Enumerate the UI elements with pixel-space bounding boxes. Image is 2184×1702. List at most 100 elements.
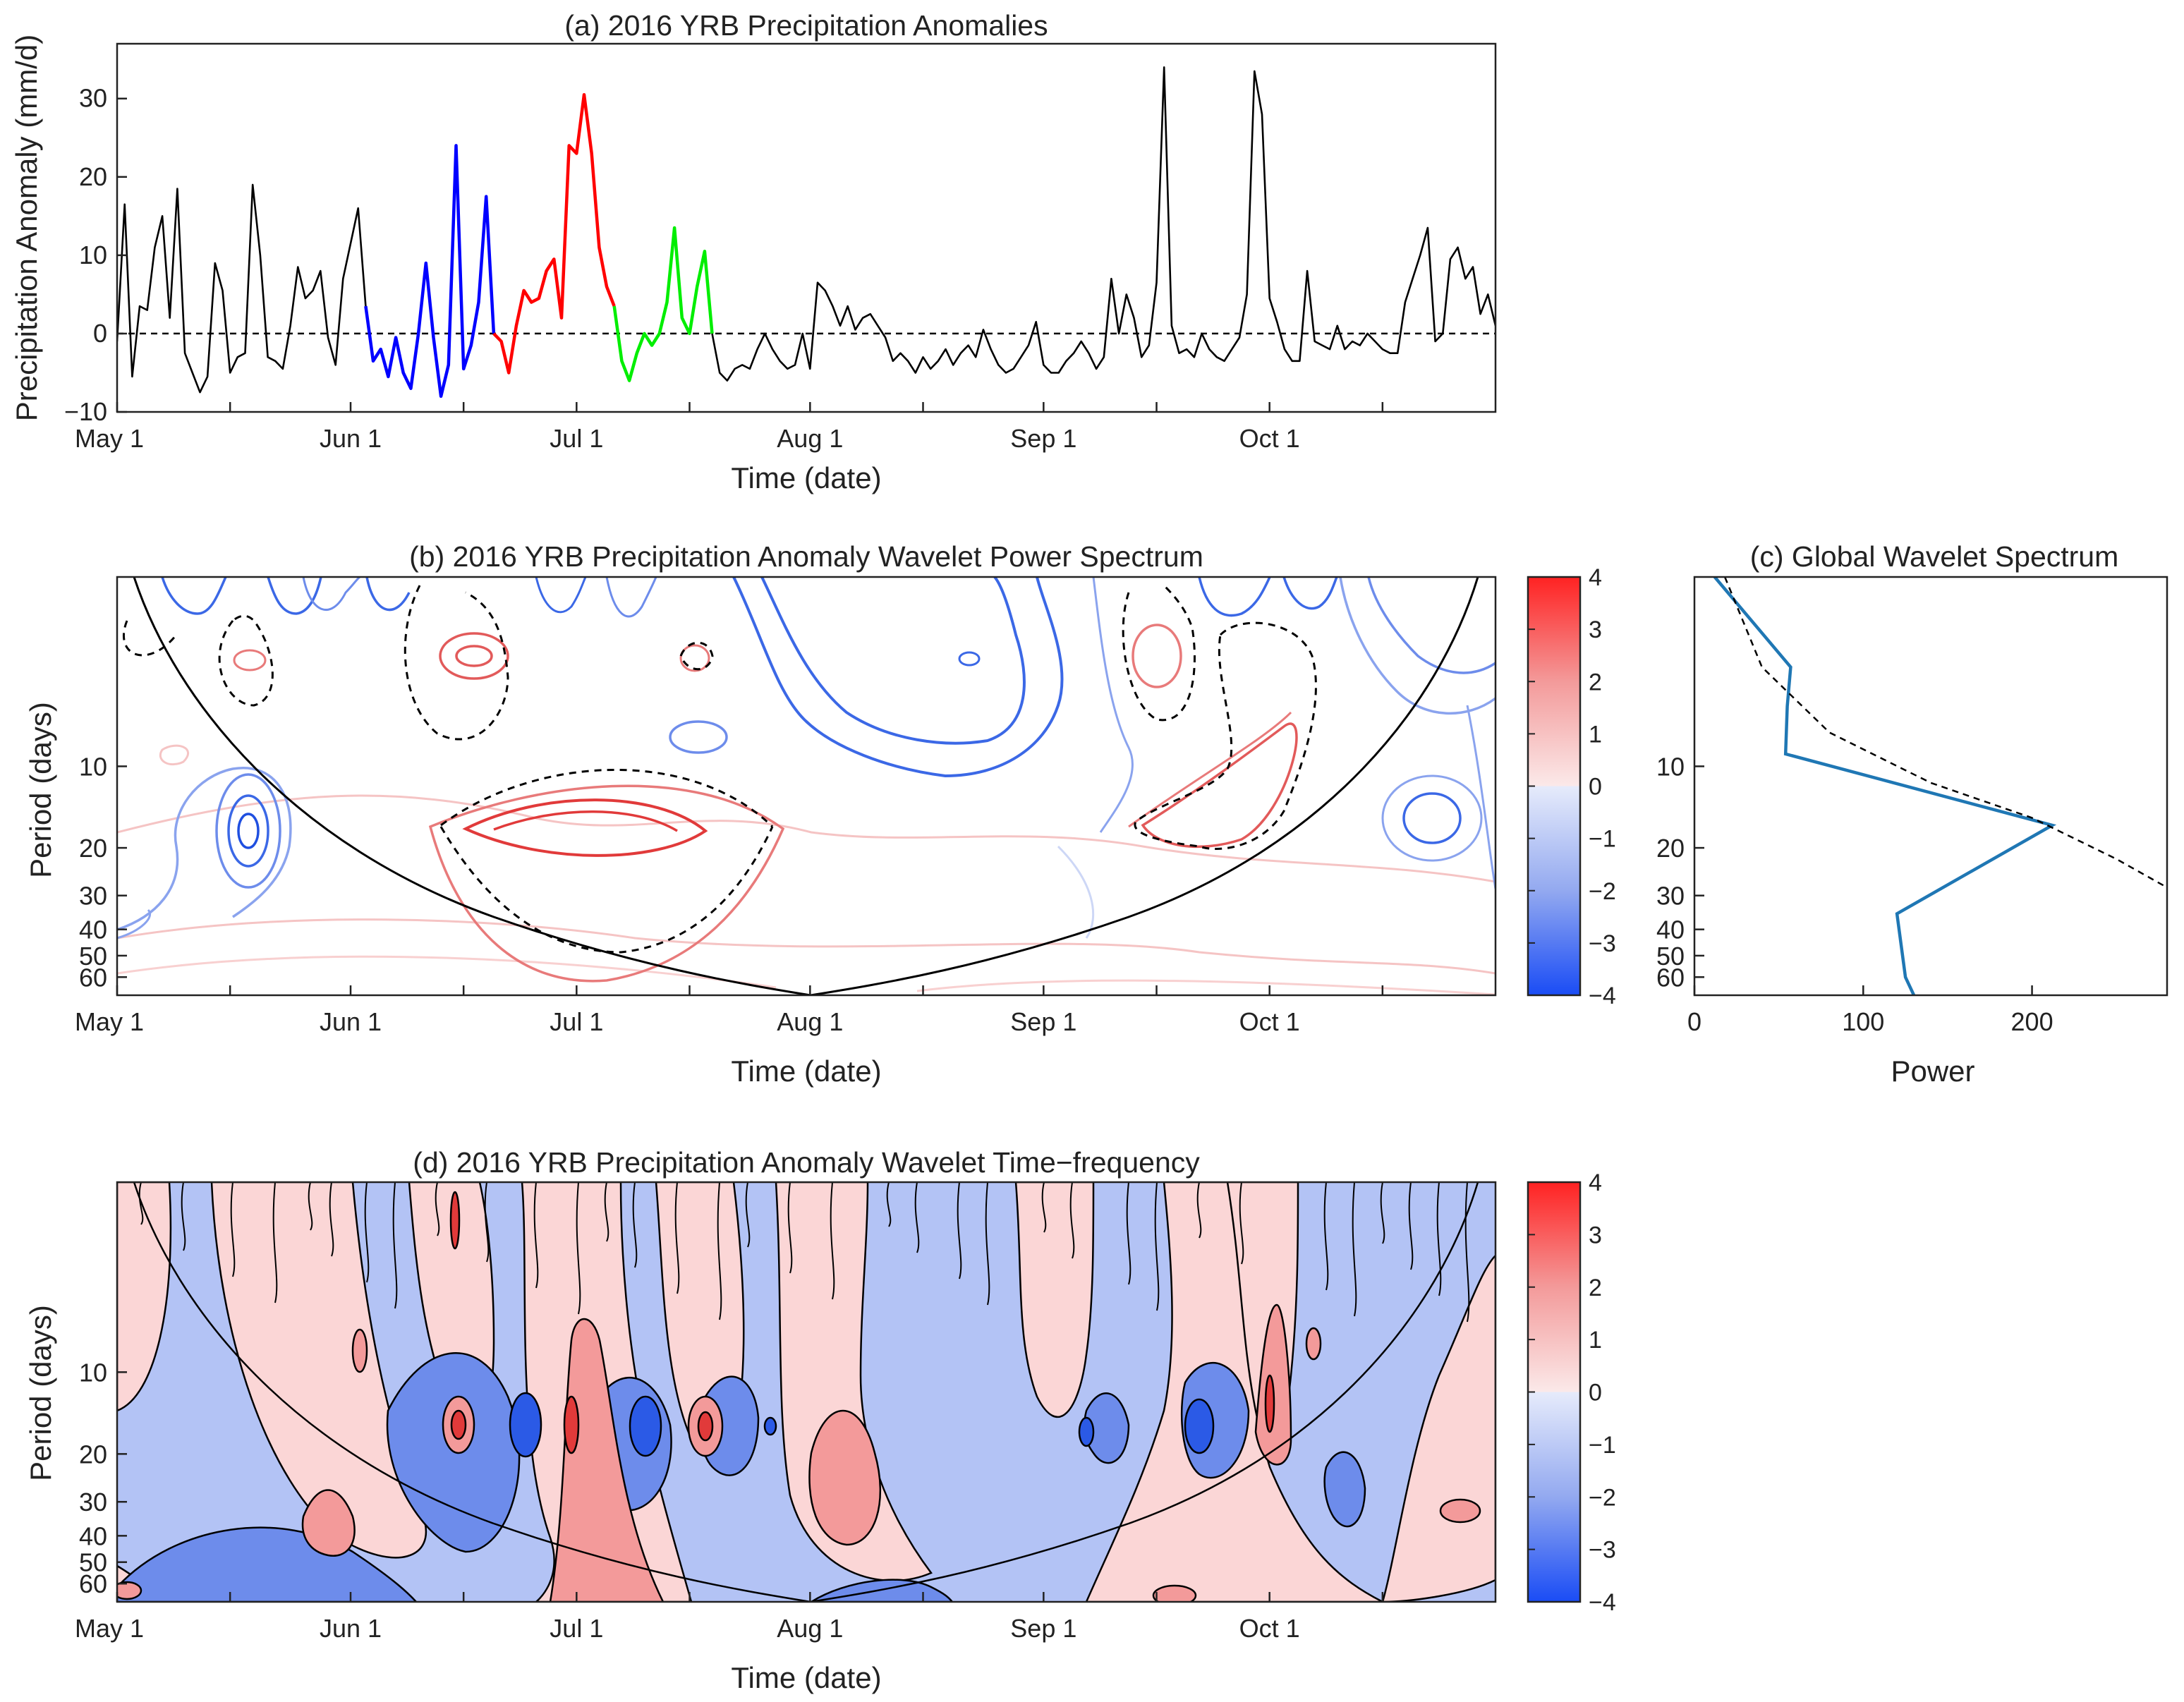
- colorbar-tick-label: −2: [1589, 878, 1616, 905]
- period-tick-label: 60: [79, 963, 107, 992]
- a-xtick-label: Jul 1: [550, 424, 603, 453]
- time-tick-label: Sep 1: [1010, 1614, 1076, 1643]
- time-tick-label: Aug 1: [777, 1007, 843, 1036]
- period-tick-label: 50: [79, 1548, 107, 1577]
- contour-line: [1041, 1182, 1047, 1233]
- a-ytick-label: 10: [79, 241, 107, 269]
- colorbar-tick-label: −4: [1589, 983, 1616, 1009]
- contour-line: [830, 1182, 835, 1300]
- panel-c: (c) Global Wavelet Spectrum 10 20 30 405060…: [1656, 540, 2168, 1088]
- a-xtick-label: Aug 1: [777, 424, 843, 453]
- panel-d-title: (d) 2016 YRB Precipitation Anomaly Wavel…: [413, 1146, 1200, 1179]
- panel-b-ylabel: Period (days): [24, 702, 57, 878]
- panel-a-ylabel: Precipitation Anomaly (mm/d): [10, 35, 43, 422]
- contour-line: [717, 1182, 722, 1320]
- contour-line: [181, 1182, 186, 1251]
- series-line-global-spectrum: [1713, 577, 2057, 995]
- panel-a-axes-box: [116, 42, 1497, 413]
- time-tick-label: Jun 1: [320, 1007, 382, 1036]
- panel-b: (b) 2016 YRB Precipitation Anomaly Wavel…: [24, 540, 1616, 1088]
- c-xtick-label: 200: [2011, 1007, 2053, 1036]
- contour-line: [1069, 1182, 1075, 1259]
- a-xtick-label: Sep 1: [1010, 424, 1076, 453]
- time-tick-label: Aug 1: [777, 1614, 843, 1643]
- period-tick-label: 50: [79, 942, 107, 971]
- a-xtick-label: Oct 1: [1239, 424, 1300, 453]
- c-ytick-label: 60: [1656, 963, 1685, 992]
- contour-line: [1408, 1182, 1414, 1270]
- colorbar-tick-label: −1: [1589, 1432, 1616, 1459]
- colorbar-tick-label: 0: [1589, 774, 1602, 801]
- c-ytick-label: 10: [1656, 752, 1685, 781]
- panel-d-colorbar: [1527, 1181, 1582, 1603]
- colorbar-tick-label: 1: [1589, 721, 1602, 748]
- time-tick-label: May 1: [75, 1007, 144, 1036]
- panel-a: (a) 2016 YRB Precipitation Anomalies −10…: [10, 9, 1497, 494]
- colorbar-tick-label: −1: [1589, 826, 1616, 853]
- contour-line: [484, 1182, 490, 1263]
- panel-b-contours: [117, 577, 1496, 995]
- contour-line: [604, 1182, 609, 1242]
- colorbar-tick-label: 4: [1589, 1169, 1602, 1196]
- colorbar-tick-label: 4: [1589, 564, 1602, 591]
- panel-d-ylabel: Period (days): [24, 1305, 57, 1481]
- contour-line: [632, 1182, 638, 1268]
- c-ytick-label: 50: [1656, 942, 1685, 971]
- period-tick-label: 10: [79, 1358, 107, 1387]
- colorbar-tick-label: −3: [1589, 1537, 1616, 1564]
- colorbar-tick-label: 0: [1589, 1380, 1602, 1406]
- contour-line: [787, 1182, 793, 1274]
- contour-line: [1352, 1182, 1357, 1317]
- series-line-event-red: [492, 92, 616, 375]
- contour-line: [435, 1182, 440, 1236]
- series-line-background-late: [711, 66, 1496, 382]
- a-xtick-label: May 1: [75, 424, 144, 453]
- panel-c-xlabel: Power: [1891, 1054, 1974, 1088]
- period-tick-label: 60: [79, 1569, 107, 1598]
- panel-b-axes-box: [116, 576, 1497, 997]
- contour-line: [230, 1182, 236, 1277]
- c-ytick-label: 40: [1656, 916, 1685, 944]
- a-ytick-label: −10: [64, 397, 107, 426]
- panel-b-colorbar: [1527, 576, 1582, 997]
- contour-line: [1380, 1182, 1385, 1244]
- series-line-event-blue: [364, 144, 496, 399]
- colorbar-tick-label: 3: [1589, 1222, 1602, 1248]
- c-ytick-label: 20: [1656, 834, 1685, 863]
- contour-line: [886, 1182, 892, 1227]
- colorbar-tick-label: 3: [1589, 616, 1602, 643]
- contour-line: [985, 1182, 990, 1306]
- contour-line: [1436, 1182, 1442, 1296]
- contour-line: [364, 1182, 370, 1283]
- c-xtick-label: 0: [1687, 1007, 1701, 1036]
- panel-b-title: (b) 2016 YRB Precipitation Anomaly Wavel…: [409, 540, 1203, 573]
- contour-line: [1323, 1182, 1329, 1291]
- contour-line: [533, 1182, 539, 1289]
- contour-line: [745, 1182, 751, 1248]
- time-tick-label: Jul 1: [550, 1614, 603, 1643]
- series-line-event-green: [612, 226, 714, 382]
- contour-line: [138, 1182, 144, 1225]
- contour-line: [957, 1182, 962, 1279]
- contour-line: [674, 1182, 680, 1294]
- period-tick-label: 20: [79, 834, 107, 863]
- panel-c-title: (c) Global Wavelet Spectrum: [1750, 540, 2119, 573]
- period-tick-label: 30: [79, 882, 107, 911]
- colorbar-tick-label: −3: [1589, 930, 1616, 957]
- time-tick-label: Jul 1: [550, 1007, 603, 1036]
- panel-a-xlabel: Time (date): [731, 461, 881, 494]
- series-line-background: [117, 183, 367, 394]
- time-tick-label: Oct 1: [1239, 1007, 1300, 1036]
- period-tick-label: 40: [79, 1521, 107, 1550]
- colorbar-tick-label: 2: [1589, 1275, 1602, 1301]
- contour-line: [308, 1182, 313, 1231]
- contour-line: [329, 1182, 334, 1257]
- contour-line: [1196, 1182, 1202, 1239]
- contour-line: [1154, 1182, 1160, 1311]
- panel-a-title: (a) 2016 YRB Precipitation Anomalies: [564, 9, 1048, 42]
- panel-b-xlabel: Time (date): [731, 1054, 881, 1088]
- panel-d: (d) 2016 YRB Precipitation Anomaly Wavel…: [24, 1146, 1616, 1694]
- colorbar-tick-label: 2: [1589, 669, 1602, 695]
- c-ytick-label: 30: [1656, 882, 1685, 911]
- time-tick-label: Sep 1: [1010, 1007, 1076, 1036]
